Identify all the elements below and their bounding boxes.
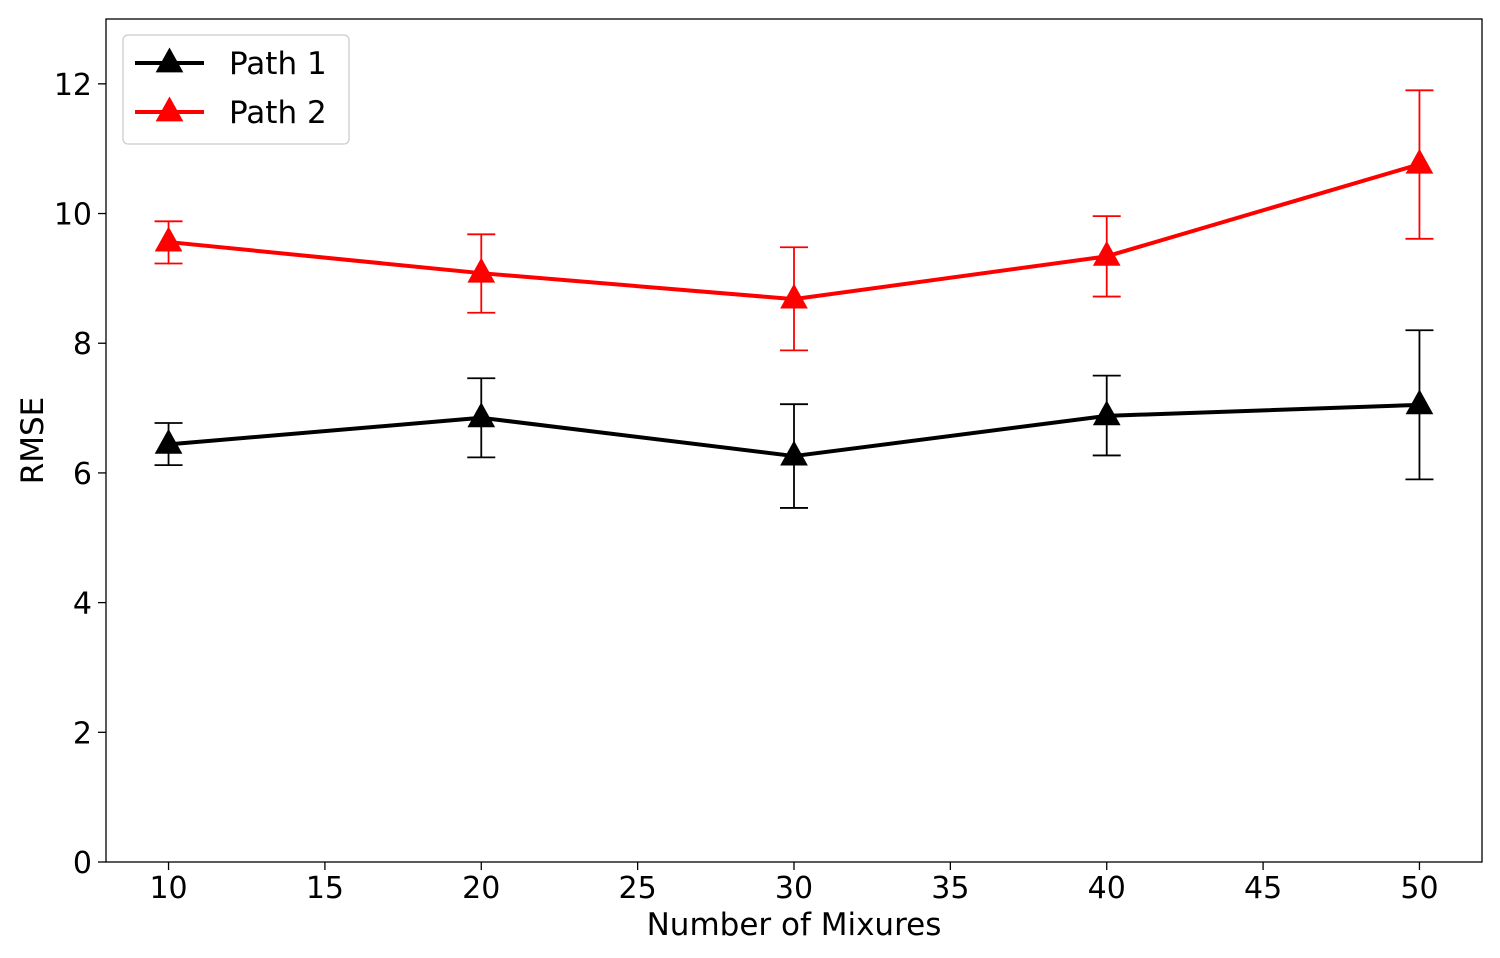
data-point-marker bbox=[467, 402, 496, 428]
data-point-marker bbox=[1405, 148, 1434, 174]
legend-marker bbox=[155, 47, 184, 73]
x-tick-label: 50 bbox=[1400, 871, 1438, 906]
legend-marker bbox=[155, 96, 184, 122]
x-axis-label: Number of Mixures bbox=[647, 907, 942, 943]
x-tick-label: 35 bbox=[931, 871, 969, 906]
data-point-marker bbox=[467, 257, 496, 283]
y-tick-label: 2 bbox=[73, 716, 92, 751]
y-tick-label: 0 bbox=[73, 846, 92, 881]
legend: Path 1 Path 2 bbox=[122, 34, 350, 145]
y-axis-ticks: 0 2 4 6 8 10 12 bbox=[54, 68, 106, 881]
y-tick-label: 10 bbox=[54, 198, 92, 233]
data-point-marker bbox=[1092, 400, 1121, 426]
x-tick-label: 25 bbox=[619, 871, 657, 906]
data-point-marker bbox=[780, 440, 808, 466]
data-point-marker bbox=[1405, 389, 1434, 415]
legend-label: Path 2 bbox=[229, 95, 327, 131]
x-tick-label: 20 bbox=[462, 871, 500, 906]
data-point-marker bbox=[154, 226, 183, 252]
x-tick-label: 45 bbox=[1244, 871, 1282, 906]
data-point-marker bbox=[1092, 240, 1121, 266]
x-tick-label: 30 bbox=[775, 871, 813, 906]
legend-label: Path 1 bbox=[229, 46, 327, 82]
y-tick-label: 8 bbox=[73, 327, 92, 362]
data-point-marker bbox=[780, 283, 808, 309]
x-tick-label: 10 bbox=[149, 871, 187, 906]
data-point-marker bbox=[154, 428, 183, 454]
x-tick-label: 15 bbox=[306, 871, 344, 906]
y-tick-label: 12 bbox=[54, 68, 92, 103]
x-axis-ticks: 10 15 20 25 30 35 40 45 50 bbox=[149, 862, 1439, 906]
y-tick-label: 4 bbox=[73, 587, 92, 622]
y-axis-label: RMSE bbox=[15, 397, 51, 485]
x-tick-label: 40 bbox=[1088, 871, 1126, 906]
y-tick-label: 6 bbox=[73, 457, 92, 492]
series-markers bbox=[154, 148, 1434, 466]
